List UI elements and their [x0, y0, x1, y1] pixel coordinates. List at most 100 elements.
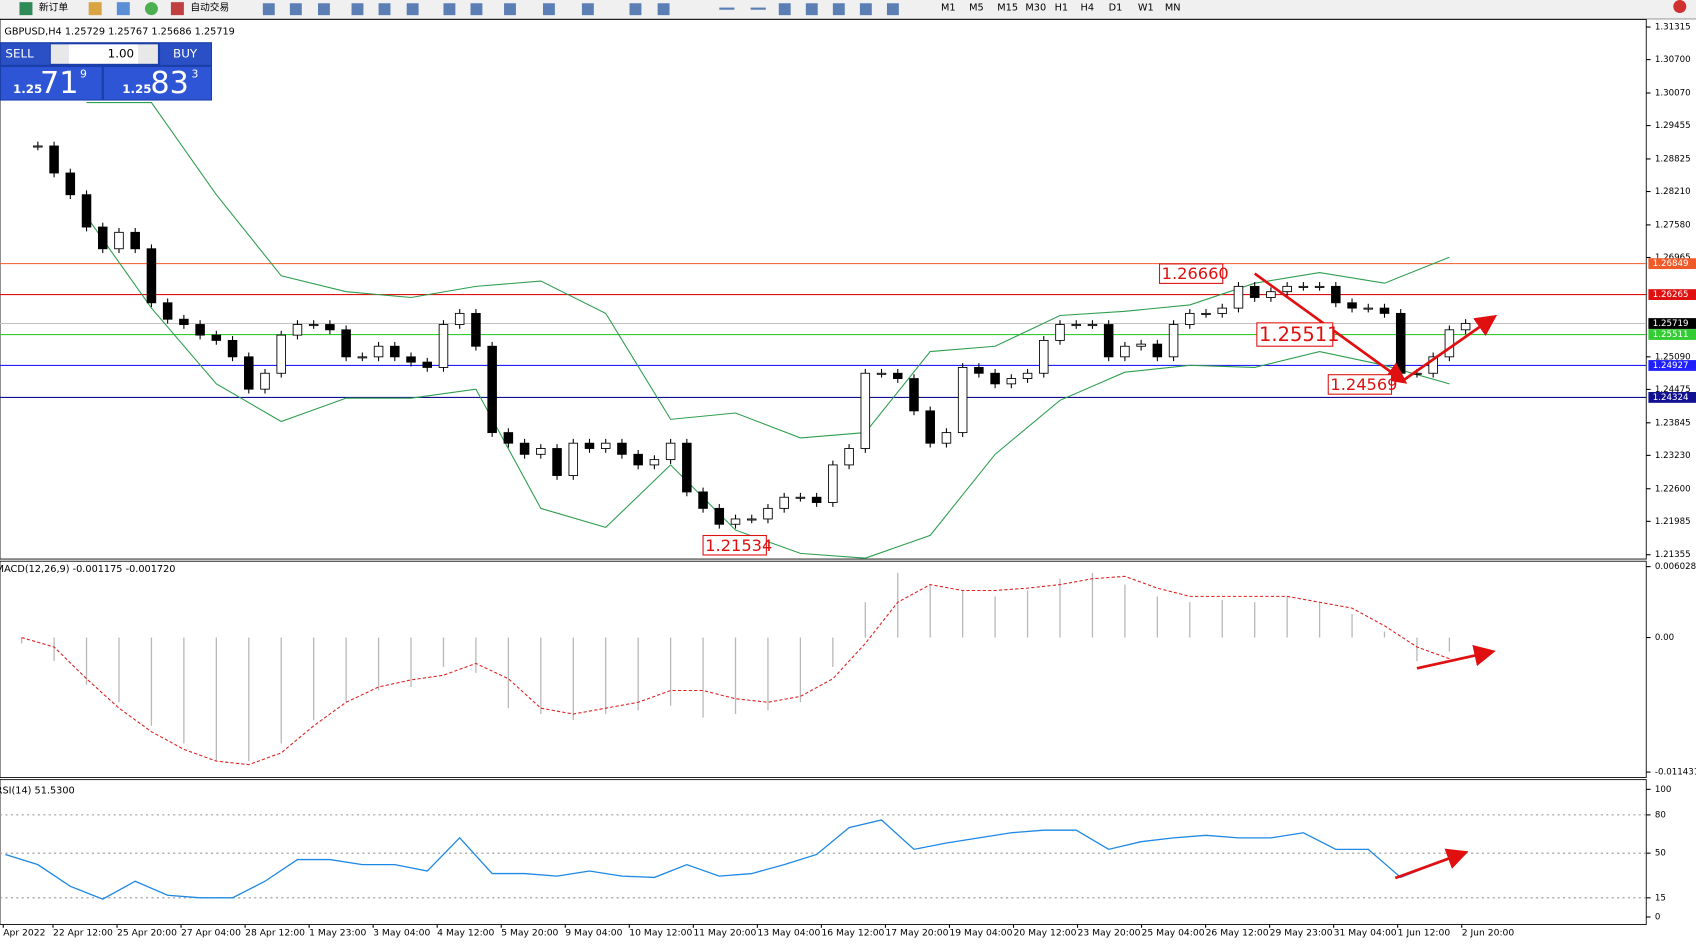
macd-bar — [702, 637, 704, 718]
timeframe-button[interactable]: H4 — [1081, 3, 1095, 14]
y-tick-label: 1.21355 — [1655, 550, 1691, 560]
timeframe-button[interactable]: D1 — [1109, 3, 1123, 14]
price-level-label: 1.26265 — [1653, 290, 1689, 300]
macd-bar — [637, 637, 639, 711]
sell-price-big[interactable]: 71 — [40, 66, 79, 101]
lot-value[interactable]: 1.00 — [108, 47, 134, 61]
new-order-icon[interactable] — [19, 2, 33, 16]
x-tick-label: 3 May 04:00 — [373, 928, 430, 939]
candle — [990, 372, 1000, 385]
macd-bar — [1351, 614, 1353, 638]
candle — [584, 442, 595, 449]
buy-button[interactable] — [160, 43, 211, 65]
timeframe-button[interactable]: MN — [1165, 3, 1181, 14]
auto-trading-icon[interactable] — [170, 2, 184, 16]
timeframe-button[interactable]: W1 — [1138, 3, 1154, 14]
candle — [49, 145, 59, 174]
price-level-tag — [1648, 392, 1696, 403]
lot-up[interactable] — [138, 44, 158, 64]
x-tick-label: 9 May 04:00 — [565, 928, 622, 939]
candle — [665, 442, 676, 461]
timeframe-button[interactable]: M30 — [1025, 3, 1046, 14]
tool-icon[interactable] — [88, 2, 102, 16]
candle — [341, 329, 351, 358]
price-annotation: 1.26660 — [1162, 264, 1229, 283]
candle — [130, 231, 140, 250]
candle — [552, 448, 562, 476]
candle — [941, 432, 952, 444]
candle — [390, 345, 400, 358]
x-tick-label: 25 May 04:00 — [1142, 928, 1205, 939]
macd-bar — [345, 637, 347, 703]
timeframe-button[interactable]: M1 — [941, 3, 956, 14]
buy-price-big[interactable]: 83 — [150, 66, 189, 101]
timeframe-button[interactable]: H1 — [1055, 3, 1069, 14]
candle — [682, 442, 692, 493]
lot-field[interactable] — [68, 44, 139, 64]
toolbar-icons[interactable] — [262, 3, 899, 16]
candle — [195, 324, 205, 336]
new-order-button[interactable]: 新订单 — [39, 1, 68, 14]
buy-price-box[interactable] — [103, 67, 211, 100]
candle — [325, 324, 335, 331]
timeframe-button[interactable]: M5 — [969, 3, 984, 14]
macd-bar — [1448, 637, 1451, 652]
timeframe-button[interactable]: M15 — [997, 3, 1018, 14]
tool-icon[interactable] — [144, 2, 158, 16]
sell-price-box[interactable] — [1, 67, 102, 100]
auto-trading-button[interactable]: 自动交易 — [190, 1, 229, 14]
x-tick-label: 25 Apr 20:00 — [117, 928, 177, 939]
notification-icon[interactable] — [1673, 0, 1687, 13]
candle — [1168, 324, 1179, 358]
tool-icon[interactable] — [116, 2, 130, 16]
macd-bar — [20, 637, 23, 644]
x-tick-label: 2 Jun 20:00 — [1462, 928, 1515, 939]
macd-bar — [1221, 599, 1223, 638]
candle — [536, 448, 546, 455]
rsi-line — [5, 819, 1466, 900]
y-tick-label: 1.23845 — [1655, 418, 1691, 428]
y-tick-label: 1.21985 — [1655, 517, 1691, 527]
candle — [633, 453, 643, 466]
candle — [1331, 285, 1341, 304]
candle — [471, 312, 481, 347]
buy-price-prefix[interactable]: 1.25 — [122, 82, 151, 96]
candle — [179, 318, 189, 325]
candle — [276, 334, 286, 374]
y-tick-label: 1.24475 — [1655, 385, 1691, 395]
candle — [1006, 378, 1017, 385]
buy-label[interactable]: BUY — [173, 47, 198, 61]
macd-bar — [1091, 572, 1094, 638]
price-level-tag — [1648, 258, 1696, 270]
lot-down[interactable] — [50, 44, 69, 64]
y-tick-label: 15 — [1655, 893, 1666, 903]
candle — [617, 442, 627, 455]
candle — [81, 194, 92, 228]
sell-price-sup[interactable]: 9 — [80, 68, 87, 81]
y-tick-label: 100 — [1655, 785, 1672, 795]
y-tick-label: -0.011431 — [1655, 768, 1696, 778]
macd-bar — [1059, 578, 1061, 638]
sell-button[interactable] — [1, 43, 50, 65]
candle — [1120, 345, 1130, 358]
macd-bar — [85, 637, 88, 685]
candle — [1201, 312, 1211, 315]
macd-bar — [1156, 596, 1158, 638]
macd-bar — [248, 637, 250, 762]
macd-bar — [150, 637, 153, 726]
macd-bar — [994, 596, 996, 638]
candle — [227, 339, 238, 358]
sell-price-prefix[interactable]: 1.25 — [13, 82, 42, 96]
x-tick-label: 17 May 20:00 — [885, 928, 948, 939]
buy-price-sup[interactable]: 3 — [191, 68, 198, 81]
x-tick-label: 1 Jun 12:00 — [1398, 928, 1451, 939]
sell-label[interactable]: SELL — [5, 47, 34, 61]
x-tick-label: 19 May 04:00 — [949, 928, 1012, 939]
candle — [146, 248, 157, 304]
x-tick-label: 4 May 12:00 — [437, 928, 494, 939]
candle — [454, 312, 465, 325]
macd-bar — [1286, 596, 1288, 638]
candle — [422, 361, 433, 368]
macd-title: MACD(12,26,9) -0.001175 -0.001720 — [0, 564, 175, 575]
